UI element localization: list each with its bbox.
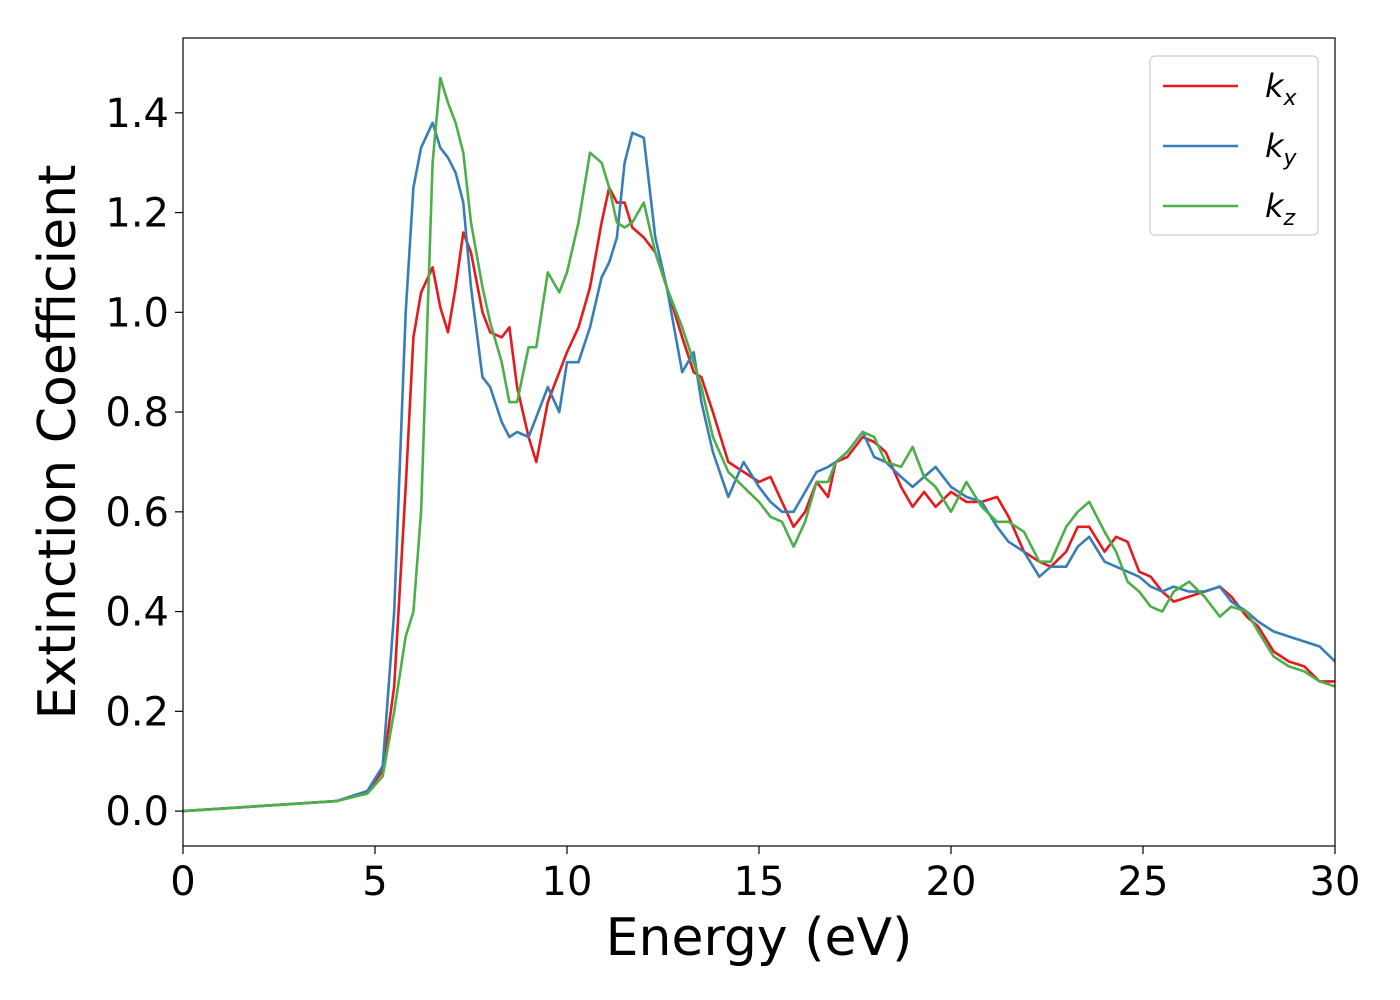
legend: kx ky kz [1149,55,1319,236]
y-tick-label: 0.6 [105,490,169,536]
x-tick-label: 5 [362,859,387,905]
y-tick-label: 0.8 [105,390,169,436]
y-tick-label: 1.0 [105,290,169,336]
y-tick-label: 0.0 [105,789,169,835]
y-tick-label: 0.2 [105,689,169,735]
series-layer [183,76,1335,813]
x-axis-title: Energy (eV) [606,908,913,968]
legend-label-y: ky [1265,127,1298,171]
x-tick-label: 25 [1118,859,1169,905]
plot-background [183,38,1335,846]
legend-label-x: kx [1265,67,1298,111]
x-tick-label: 10 [542,859,593,905]
x-tick-label: 0 [170,859,195,905]
series-line-z [183,76,1335,813]
y-axis-title: Extinction Coefficient [28,165,88,720]
x-tick-label: 20 [926,859,977,905]
y-tick-label: 1.4 [105,91,169,137]
y-tick-label: 1.2 [105,191,169,237]
series-line-y [183,121,1335,813]
x-axis-ticks: 0 5 10 15 20 25 30 [170,846,1360,905]
x-tick-label: 30 [1310,859,1361,905]
x-tick-label: 15 [734,859,785,905]
series-line-x [183,186,1335,813]
y-tick-label: 0.4 [105,590,169,636]
legend-label-z: kz [1265,187,1296,231]
y-axis-ticks: 0.0 0.2 0.4 0.6 0.8 1.0 1.2 1.4 [105,91,183,835]
